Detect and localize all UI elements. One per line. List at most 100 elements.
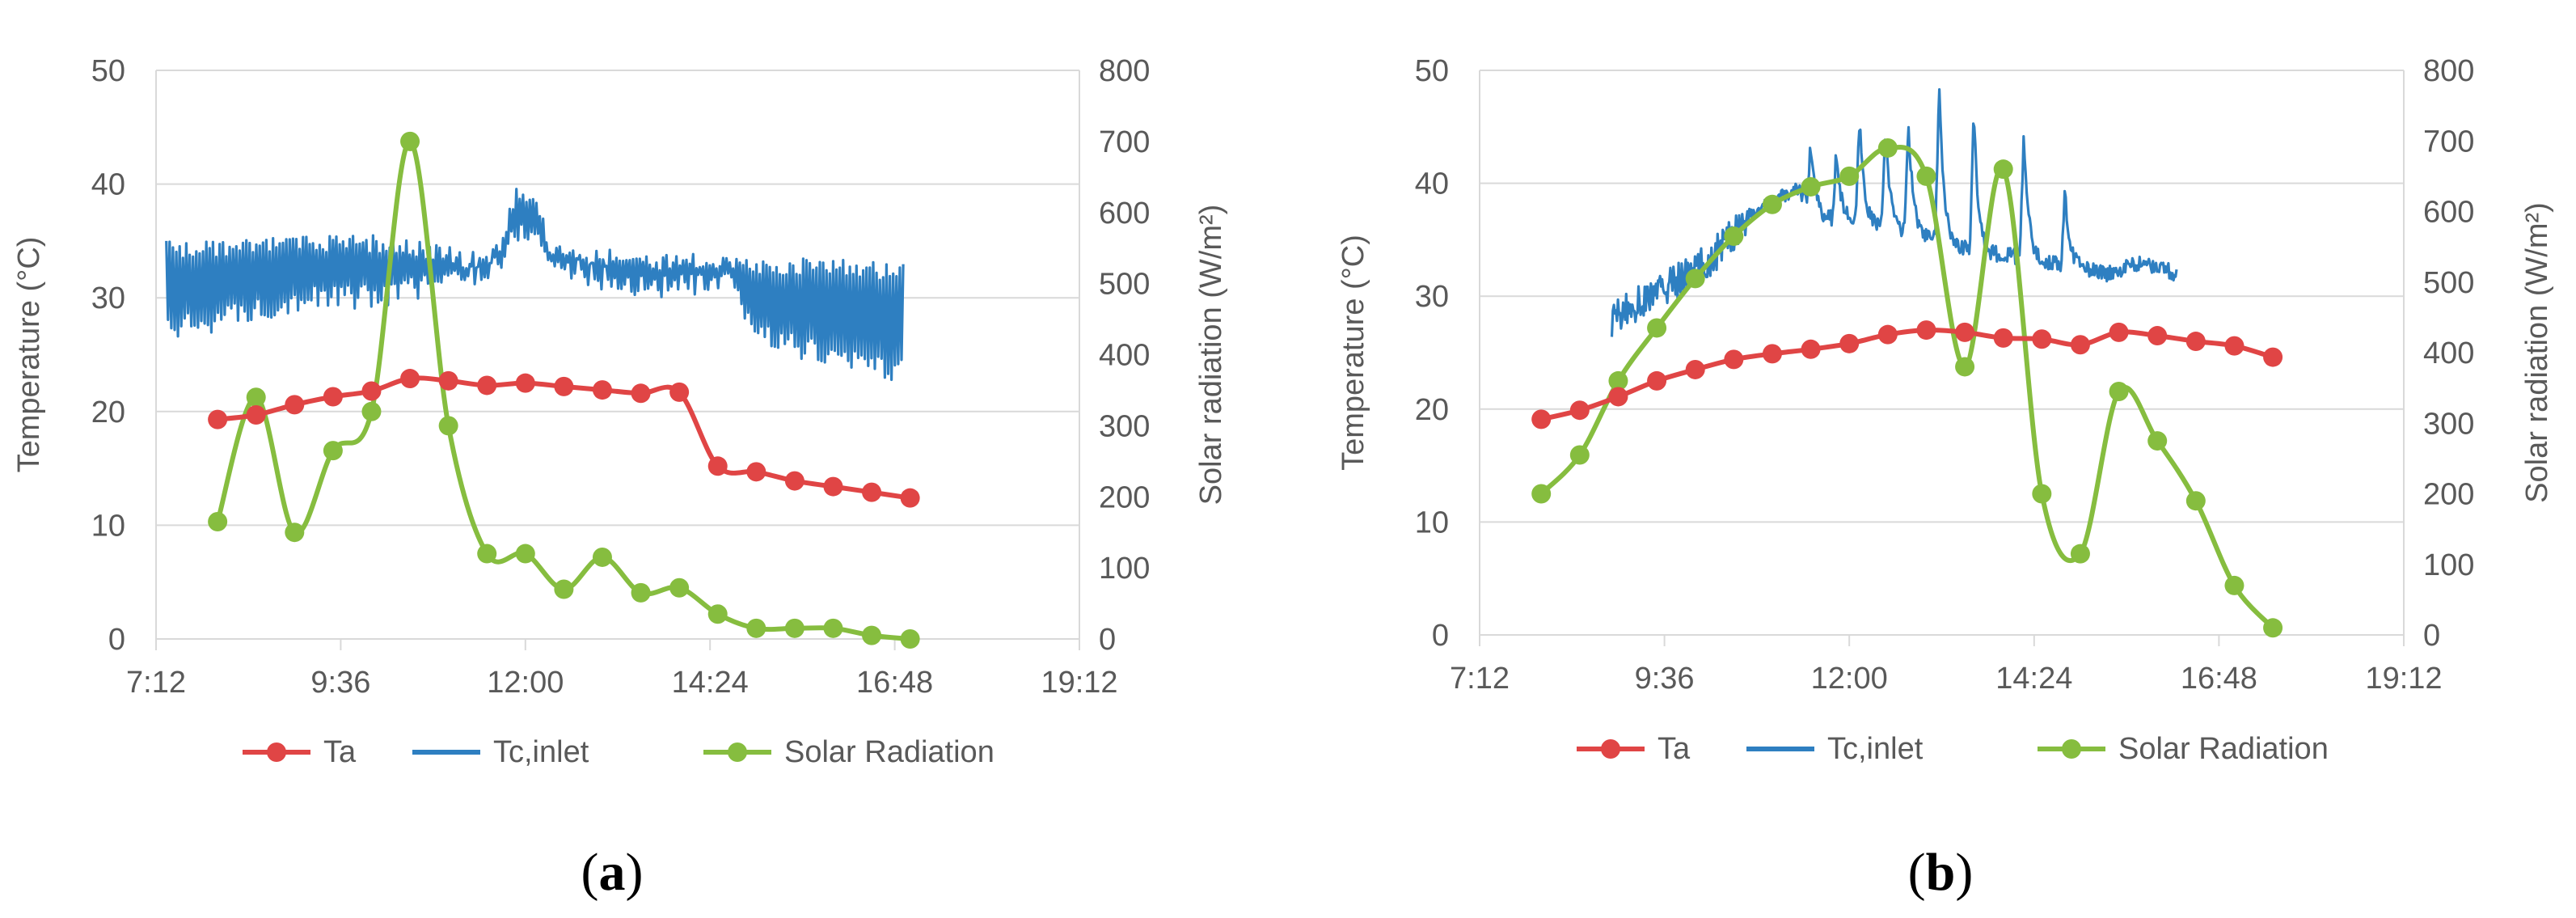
ta-point: [862, 482, 882, 502]
solar-radiation-point: [515, 544, 535, 564]
legend-label: Ta: [1658, 732, 1691, 766]
ta-point: [2185, 332, 2206, 352]
ta-point: [361, 381, 382, 401]
x-tick-label: 12:00: [487, 666, 564, 700]
panel-label-part: ): [1955, 843, 1973, 902]
y-tick-label: 20: [91, 396, 125, 429]
solar-radiation-point: [285, 522, 305, 543]
y-tick-label: 40: [1415, 167, 1449, 201]
solar-radiation-point: [1724, 226, 1744, 247]
ta-point: [1993, 328, 2013, 348]
y-tick-label: 0: [1432, 619, 1449, 653]
x-tick-label: 16:48: [2181, 662, 2257, 696]
y-tick-label: 10: [91, 509, 125, 543]
x-tick-label: 7:12: [126, 666, 186, 700]
ta-point: [1839, 333, 1860, 353]
solar-radiation-point: [2224, 575, 2244, 595]
ta-point: [438, 370, 458, 391]
ta-point: [477, 375, 497, 396]
solar-radiation-point: [2147, 431, 2168, 451]
x-tick-label: 19:12: [1041, 666, 1117, 700]
y2-tick-label: 800: [1099, 54, 1150, 88]
x-tick-label: 12:00: [1811, 662, 1888, 696]
solar-radiation-point: [1762, 194, 1782, 214]
legend-label: Tc,inlet: [493, 735, 589, 769]
x-tick-label: 14:24: [672, 666, 749, 700]
solar-radiation-point: [900, 629, 920, 649]
x-tick-label: 7:12: [1450, 662, 1510, 696]
y2-tick-label: 300: [1099, 409, 1150, 443]
solar-radiation-point: [1916, 166, 1936, 186]
y-axis-title: Temperature (°C): [12, 237, 46, 473]
y2-tick-label: 300: [2423, 407, 2474, 441]
ta-point: [1916, 320, 1936, 341]
ta-point: [707, 456, 728, 476]
solar-radiation-point: [1955, 357, 1975, 377]
y2-tick-label: 0: [2423, 619, 2440, 653]
y2-tick-label: 700: [2423, 125, 2474, 159]
y2-tick-label: 400: [1099, 339, 1150, 373]
solar-radiation-point: [2070, 544, 2090, 564]
solar-radiation-point: [2032, 484, 2052, 504]
y2-tick-label: 400: [2423, 336, 2474, 370]
y2-tick-label: 200: [2423, 478, 2474, 512]
x-tick-label: 9:36: [1635, 662, 1695, 696]
panel-label-part: (: [1908, 843, 1926, 902]
ta-point: [1955, 322, 1975, 342]
solar-radiation-point: [1993, 159, 2013, 180]
ta-point: [1685, 359, 1705, 379]
series-line-tc-inlet: [1610, 88, 2178, 337]
y-tick-label: 20: [1415, 393, 1449, 427]
chart-panel-a: 0102030405001002003004005006007008007:12…: [12, 54, 1228, 902]
ta-point: [1608, 387, 1628, 407]
solar-radiation-point: [246, 387, 266, 408]
ta-point: [2224, 336, 2244, 356]
panel-label-part: (: [581, 843, 599, 902]
panel-label-part: ): [626, 843, 644, 902]
solar-radiation-point: [208, 512, 228, 532]
y-tick-label: 30: [1415, 280, 1449, 314]
ta-point: [2109, 322, 2129, 342]
ta-point: [631, 383, 651, 404]
ta-point: [285, 395, 305, 415]
legend: Ta Tc,inlet Solar Radiation: [1577, 732, 2329, 766]
y2-tick-label: 500: [1099, 268, 1150, 302]
y-tick-label: 30: [91, 281, 125, 315]
y2-tick-label: 800: [2423, 54, 2474, 88]
panel-label-part: a: [599, 843, 626, 902]
legend-label: Ta: [323, 735, 357, 769]
ta-point: [592, 380, 612, 400]
solar-radiation-point: [669, 577, 690, 598]
solar-radiation-point: [862, 625, 882, 645]
legend-label: Tc,inlet: [1827, 732, 1924, 766]
ta-point: [1724, 349, 1744, 370]
panel-label-part: b: [1926, 843, 1956, 902]
y2-tick-label: 500: [2423, 266, 2474, 300]
solar-radiation-point: [2109, 381, 2129, 401]
solar-radiation-point: [400, 131, 420, 151]
y2-axis-title: Solar radiation (W/m²): [2520, 202, 2554, 503]
solar-radiation-point: [631, 582, 651, 603]
ta-point: [1877, 324, 1898, 345]
chart-panel-b: 0102030405001002003004005006007008007:12…: [1337, 54, 2554, 902]
ta-point: [1801, 339, 1821, 359]
ta-point: [900, 488, 920, 508]
solar-radiation-point: [361, 401, 382, 421]
ta-point: [246, 405, 266, 425]
legend-swatch-marker: [1601, 739, 1620, 759]
solar-radiation-point: [1647, 318, 1667, 338]
panel-label: (a): [581, 843, 644, 902]
solar-radiation-point: [1685, 269, 1705, 289]
y-tick-label: 10: [1415, 506, 1449, 539]
solar-radiation-point: [746, 618, 766, 638]
legend-swatch-marker: [728, 742, 747, 762]
legend-label: Solar Radiation: [2118, 732, 2329, 766]
y-tick-label: 50: [1415, 54, 1449, 88]
ta-point: [2263, 347, 2283, 367]
series-line-tc-inlet: [165, 188, 905, 382]
ta-point: [669, 382, 690, 402]
series-line-solar-radiation: [1539, 145, 2275, 630]
solar-radiation-point: [784, 618, 804, 638]
ta-point: [1569, 400, 1590, 421]
